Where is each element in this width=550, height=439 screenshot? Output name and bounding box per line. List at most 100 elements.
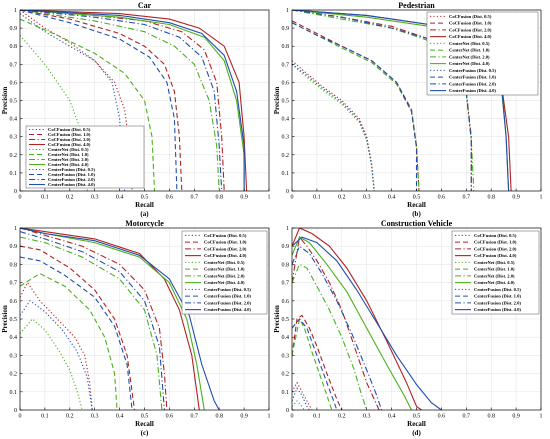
series-line-9 [292, 387, 310, 410]
x-tick-label: 0.8 [215, 414, 223, 420]
legend-entry: CoCFusion (Dist. 1.0) [48, 132, 91, 137]
y-tick-label: 0.8 [282, 262, 290, 268]
x-axis-label: Recall [135, 420, 154, 428]
y-tick-label: 0.1 [10, 171, 18, 177]
y-tick-label: 0.9 [282, 26, 290, 32]
legend-entry: CenterFusion (Dist. 4.0) [48, 182, 95, 187]
legend-entry: CoCFusion (Dist. 1.0) [449, 21, 492, 26]
y-tick-label: 1 [14, 226, 17, 232]
series-line-7 [20, 236, 163, 410]
legend: CoCFusion (Dist. 0.5) CoCFusion (Dist. 1.… [451, 230, 540, 315]
chart-panel-2: 0 0.1 0.2 0.3 0.4 0.5 0.6 0.7 0.8 0.9 1 0 0.1 0.2 0.3 0… [273, 1, 543, 218]
series-line-4 [292, 228, 422, 410]
series-line-3 [20, 228, 168, 410]
x-tick-label: 0.4 [116, 414, 124, 420]
series-line-4 [20, 228, 200, 410]
series-line-11 [20, 231, 165, 410]
y-tick-label: 0.4 [282, 335, 290, 341]
series-line-5 [292, 63, 375, 191]
y-tick-label: 0.4 [10, 117, 18, 123]
x-tick-label: 0.1 [41, 195, 49, 201]
x-axis-label: Recall [407, 420, 426, 428]
chart-panel-4: 0 0.1 0.2 0.3 0.4 0.5 0.6 0.7 0.8 0.9 1 0 0.1 0.2 0.3 0… [273, 219, 543, 437]
legend-entry: CenterNet (Dist. 1.0) [204, 267, 245, 272]
x-axis-label: Recall [135, 201, 154, 209]
y-tick-label: 0.6 [10, 299, 18, 305]
legend-entry: CoCFusion (Dist. 4.0) [449, 34, 492, 39]
x-tick-label: 0.6 [166, 414, 174, 420]
series-line-11 [292, 10, 472, 191]
legend-entry: CoCFusion (Dist. 0.5) [204, 233, 247, 238]
legend-entry: CoCFusion (Dist. 4.0) [48, 142, 91, 147]
y-tick-label: 0.6 [282, 299, 290, 305]
series-line-10 [20, 10, 178, 191]
legend-entry: CenterFusion (Dist. 2.0) [449, 81, 496, 86]
y-tick-label: 0.1 [282, 390, 290, 396]
x-tick-label: 0.6 [166, 195, 174, 201]
chart-title: Pedestrian [398, 1, 435, 10]
y-tick-label: 0.5 [10, 317, 18, 323]
y-axis-label: Precision [1, 87, 9, 115]
series-line-1 [20, 281, 93, 410]
series-line-2 [20, 10, 183, 191]
x-tick-label: 0.6 [438, 414, 446, 420]
panel-caption: (d) [412, 429, 421, 437]
legend-entry: CenterFusion (Dist. 1.0) [204, 294, 251, 299]
x-tick-label: 0.9 [512, 414, 520, 420]
legend-entry: CenterFusion (Dist. 2.0) [204, 300, 251, 305]
x-tick-label: 0.3 [363, 414, 371, 420]
series-line-5 [292, 400, 305, 410]
legend: CoCFusion (Dist. 0.5) CoCFusion (Dist. 1.… [426, 11, 539, 96]
x-tick-label: 0.2 [338, 195, 346, 201]
x-tick-label: 0.7 [463, 195, 471, 201]
legend-entry: CenterNet (Dist. 2.0) [474, 273, 515, 278]
y-tick-label: 0.3 [282, 135, 290, 141]
x-tick-label: 0.1 [41, 414, 49, 420]
series-line-12 [20, 10, 245, 191]
y-tick-label: 0.9 [282, 244, 290, 250]
y-tick-label: 1 [14, 8, 17, 14]
x-tick-label: 0.1 [313, 414, 321, 420]
legend-entry: CenterNet (Dist. 1.0) [48, 152, 89, 157]
y-axis-label: Precision [273, 305, 281, 333]
y-tick-label: 0.1 [10, 390, 18, 396]
legend-entry: CenterFusion (Dist. 1.0) [449, 75, 496, 80]
series-line-9 [20, 300, 93, 410]
legend-entry: CoCFusion (Dist. 0.5) [449, 14, 492, 19]
series-line-3 [292, 235, 380, 410]
y-tick-label: 1 [286, 226, 289, 232]
x-tick-label: 0.2 [66, 414, 74, 420]
x-tick-label: 1 [268, 195, 271, 201]
y-tick-label: 0 [286, 408, 289, 414]
panel-caption: (b) [412, 210, 421, 218]
y-tick-label: 0 [14, 189, 17, 195]
legend-entry: CenterNet (Dist. 0.5) [48, 147, 89, 152]
legend-entry: CoCFusion (Dist. 1.0) [204, 240, 247, 245]
x-tick-label: 0.2 [338, 414, 346, 420]
series-line-8 [292, 236, 412, 410]
x-tick-label: 0.3 [91, 195, 99, 201]
y-tick-label: 0.2 [10, 153, 18, 159]
x-tick-label: 0.7 [191, 414, 199, 420]
x-tick-label: 0.2 [66, 195, 74, 201]
series-line-9 [292, 63, 375, 191]
x-tick-label: 0.4 [388, 195, 396, 201]
chart-title: Car [138, 1, 152, 10]
legend-entry: CoCFusion (Dist. 4.0) [474, 253, 517, 258]
series-group [292, 228, 442, 410]
legend-entry: CenterFusion (Dist. 1.0) [48, 172, 95, 177]
x-tick-label: 0 [291, 195, 294, 201]
legend-entry: CenterFusion (Dist. 2.0) [474, 300, 521, 305]
y-tick-label: 0.7 [10, 281, 18, 287]
x-tick-label: 1 [540, 195, 543, 201]
x-axis-label: Recall [407, 201, 426, 209]
y-tick-label: 0.8 [10, 44, 18, 50]
x-tick-label: 0.8 [487, 195, 495, 201]
chart-title: Motorcycle [125, 219, 164, 228]
legend-entry: CenterNet (Dist. 4.0) [48, 162, 89, 167]
legend-entry: CenterFusion (Dist. 0.5) [48, 167, 95, 172]
x-tick-label: 0.5 [141, 414, 149, 420]
x-tick-label: 0.4 [116, 195, 124, 201]
y-tick-label: 0.3 [10, 353, 18, 359]
